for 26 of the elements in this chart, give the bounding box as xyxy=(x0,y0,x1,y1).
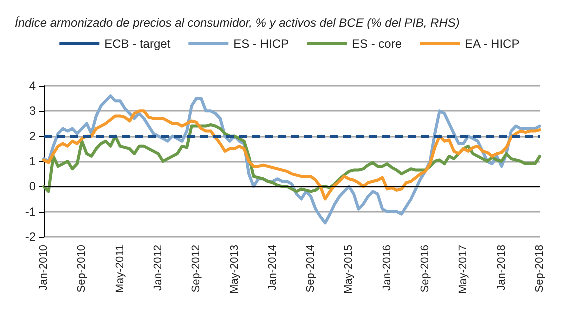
legend-label: ECB - target xyxy=(104,37,172,51)
x-tick-label: Jan-2010 xyxy=(38,245,50,291)
y-tick-label: 4 xyxy=(29,79,36,93)
y-tick-label: 1 xyxy=(29,154,36,168)
x-tick-label: May-2017 xyxy=(458,245,470,294)
x-tick-label: Sep-2014 xyxy=(305,245,318,293)
x-tick-label: Jan-2018 xyxy=(496,245,508,291)
y-tick-label: 0 xyxy=(29,180,36,194)
x-tick-label: Sep-2010 xyxy=(76,245,88,293)
x-tick-label: May-2011 xyxy=(114,245,126,294)
legend-label: ES - HICP xyxy=(234,37,290,51)
x-tick-label: Jan-2014 xyxy=(266,245,279,291)
legend-label: EA - HICP xyxy=(465,37,520,51)
y-tick-label: -2 xyxy=(25,230,36,244)
x-tick-label: May-2015 xyxy=(343,245,356,294)
x-tick-label: Sep-2016 xyxy=(420,245,432,293)
y-tick-label: 2 xyxy=(29,129,36,144)
legend-label: ES - core xyxy=(352,37,402,51)
x-tick-label: Sep-2018 xyxy=(534,245,546,293)
x-tick-label: Jan-2016 xyxy=(381,245,394,291)
chart-title: Índice armonizado de precios al consumidor, % y activos del BCE (% del PIB, RHS) xyxy=(15,16,460,30)
y-tick-label: 3 xyxy=(29,104,36,118)
x-tick-label: Jan-2012 xyxy=(152,245,164,291)
x-tick-label: Sep-2012 xyxy=(190,245,203,293)
y-tick-label: -1 xyxy=(25,204,36,219)
x-tick-label: May-2013 xyxy=(228,245,241,294)
